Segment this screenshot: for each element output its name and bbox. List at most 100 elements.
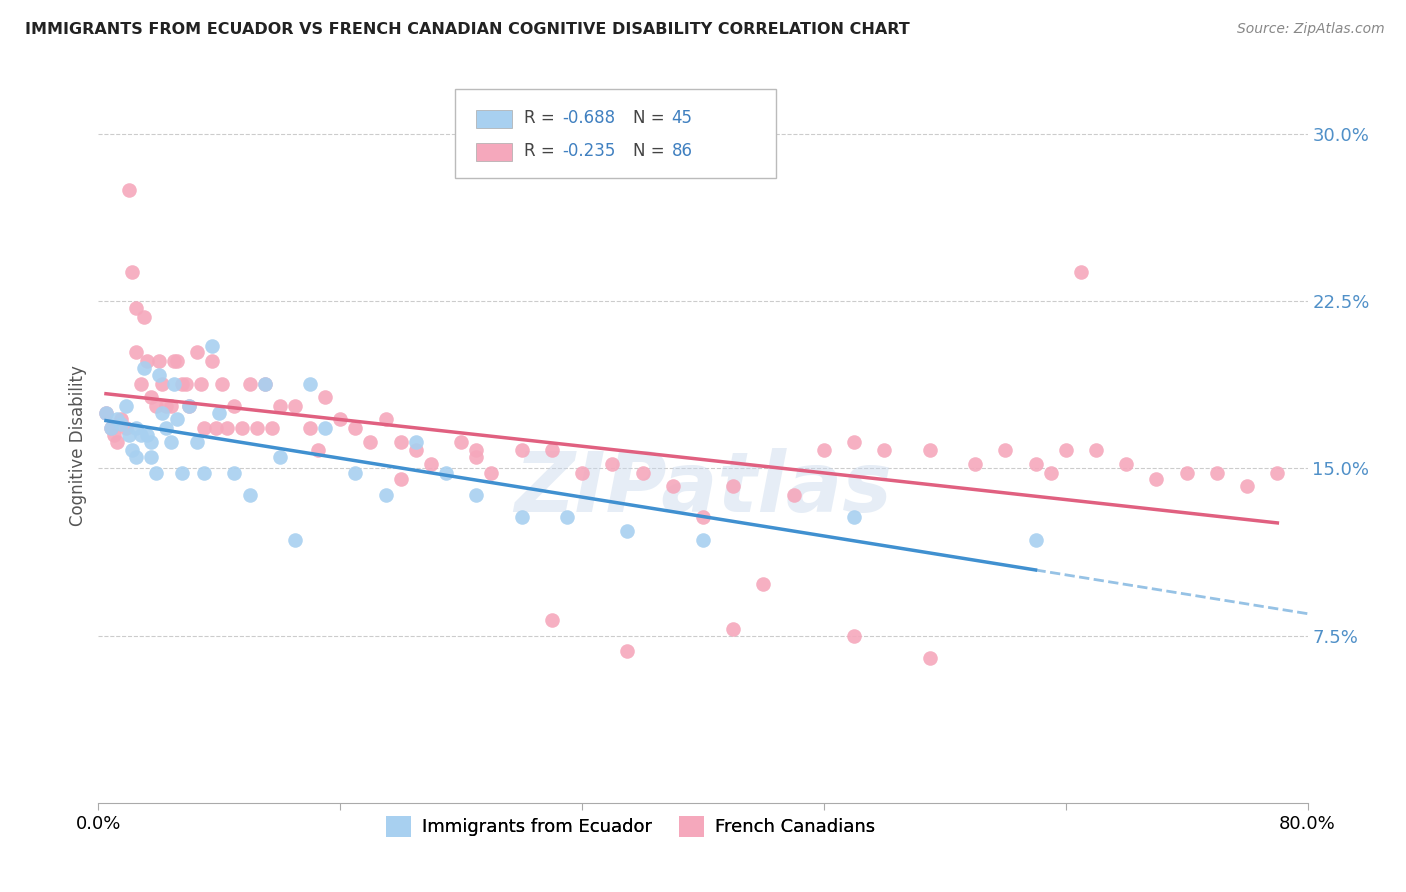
Text: IMMIGRANTS FROM ECUADOR VS FRENCH CANADIAN COGNITIVE DISABILITY CORRELATION CHAR: IMMIGRANTS FROM ECUADOR VS FRENCH CANADI…: [25, 22, 910, 37]
Point: [434, 466, 457, 480]
Text: R =: R =: [524, 110, 560, 128]
Point: [631, 466, 654, 480]
Point: [844, 510, 866, 524]
Point: [129, 427, 152, 442]
Point: [571, 466, 593, 480]
Point: [114, 399, 136, 413]
Point: [105, 412, 128, 426]
Point: [148, 354, 170, 368]
Text: 86: 86: [672, 143, 693, 161]
Point: [783, 488, 806, 502]
Point: [231, 421, 253, 435]
Point: [465, 450, 488, 464]
Point: [299, 421, 322, 435]
Point: [1175, 466, 1198, 480]
Point: [190, 376, 212, 391]
Point: [215, 421, 238, 435]
Legend: Immigrants from Ecuador, French Canadians: Immigrants from Ecuador, French Canadian…: [378, 808, 883, 844]
Point: [129, 376, 152, 391]
Point: [163, 376, 186, 391]
FancyBboxPatch shape: [475, 143, 512, 161]
Text: -0.235: -0.235: [562, 143, 616, 161]
Point: [150, 405, 173, 419]
FancyBboxPatch shape: [456, 89, 776, 178]
Point: [160, 434, 183, 449]
Point: [224, 399, 246, 413]
Point: [374, 488, 396, 502]
Point: [208, 405, 231, 419]
Point: [1024, 533, 1046, 547]
Point: [100, 421, 122, 435]
Point: [163, 354, 186, 368]
Point: [510, 443, 533, 458]
Point: [844, 434, 866, 449]
Point: [1054, 443, 1077, 458]
Point: [262, 421, 284, 435]
Point: [141, 390, 163, 404]
Point: [145, 466, 167, 480]
Point: [205, 421, 228, 435]
Point: [121, 265, 143, 279]
Point: [150, 376, 173, 391]
Point: [125, 421, 148, 435]
Text: -0.688: -0.688: [562, 110, 616, 128]
Point: [125, 450, 148, 464]
Point: [141, 450, 163, 464]
Point: [692, 533, 714, 547]
Point: [314, 421, 336, 435]
Point: [329, 412, 352, 426]
Point: [145, 399, 167, 413]
Point: [752, 577, 775, 591]
Point: [94, 405, 117, 419]
Point: [201, 354, 224, 368]
Text: 45: 45: [672, 110, 693, 128]
Point: [110, 412, 132, 426]
Point: [125, 345, 148, 359]
Point: [1070, 265, 1092, 279]
Point: [918, 651, 941, 665]
Point: [918, 443, 941, 458]
Point: [239, 488, 262, 502]
Point: [193, 421, 215, 435]
Point: [94, 405, 117, 419]
Point: [132, 360, 155, 375]
Point: [813, 443, 835, 458]
Point: [155, 399, 177, 413]
Point: [602, 457, 624, 471]
Point: [994, 443, 1017, 458]
Point: [1267, 466, 1289, 480]
Point: [314, 390, 336, 404]
Point: [179, 399, 201, 413]
Point: [174, 376, 197, 391]
Point: [118, 427, 141, 442]
Point: [269, 450, 291, 464]
Point: [616, 644, 638, 658]
Point: [540, 613, 562, 627]
Text: ZIPatlas: ZIPatlas: [515, 449, 891, 529]
Point: [125, 301, 148, 315]
Point: [118, 182, 141, 196]
Point: [193, 466, 215, 480]
Point: [186, 345, 208, 359]
Point: [170, 466, 193, 480]
Point: [661, 479, 683, 493]
Point: [481, 466, 503, 480]
Point: [465, 488, 488, 502]
Point: [155, 421, 177, 435]
Point: [103, 427, 125, 442]
Point: [692, 510, 714, 524]
Point: [510, 510, 533, 524]
Point: [166, 354, 188, 368]
Point: [1144, 473, 1167, 487]
Point: [135, 427, 157, 442]
Point: [344, 421, 367, 435]
Point: [344, 466, 367, 480]
Text: R =: R =: [524, 143, 560, 161]
Point: [170, 376, 193, 391]
Point: [239, 376, 262, 391]
Point: [269, 399, 291, 413]
Point: [844, 628, 866, 642]
Point: [160, 399, 183, 413]
Point: [405, 434, 427, 449]
Text: N =: N =: [633, 110, 669, 128]
